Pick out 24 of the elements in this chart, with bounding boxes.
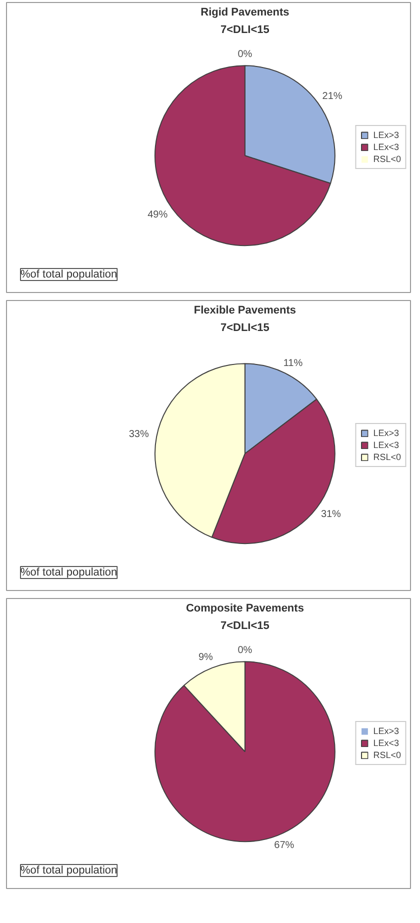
data-label: 49% [148,209,168,220]
data-label: 11% [283,358,303,369]
chart-title: Rigid Pavements [200,6,290,19]
legend-label: LEx>3 [373,130,399,140]
data-label: 21% [322,90,342,102]
legend-label: RSL<0 [373,750,401,760]
data-label: 33% [128,429,149,440]
legend-label: RSL<0 [373,452,401,462]
legend-label: LEx<3 [373,142,399,152]
legend-label: RSL<0 [373,154,401,164]
legend-label: LEx<3 [373,738,399,748]
data-label: 9% [198,652,214,664]
legend-label: LEx>3 [373,726,399,736]
chart-title: Composite Pavements [186,602,304,615]
chart-subtitle: 7<DLI<15 [220,620,270,632]
legend-label: LEx<3 [373,440,399,450]
data-label: 31% [320,509,342,520]
data-label: 67% [274,840,294,852]
chart-title: Flexible Pavements [194,304,296,317]
chart-subtitle: 7<DLI<15 [220,24,270,36]
text: 0% [238,645,252,656]
chart-subtitle: 7<DLI<15 [220,322,270,334]
text: 0% [238,49,252,60]
legend-label: LEx>3 [373,428,399,438]
